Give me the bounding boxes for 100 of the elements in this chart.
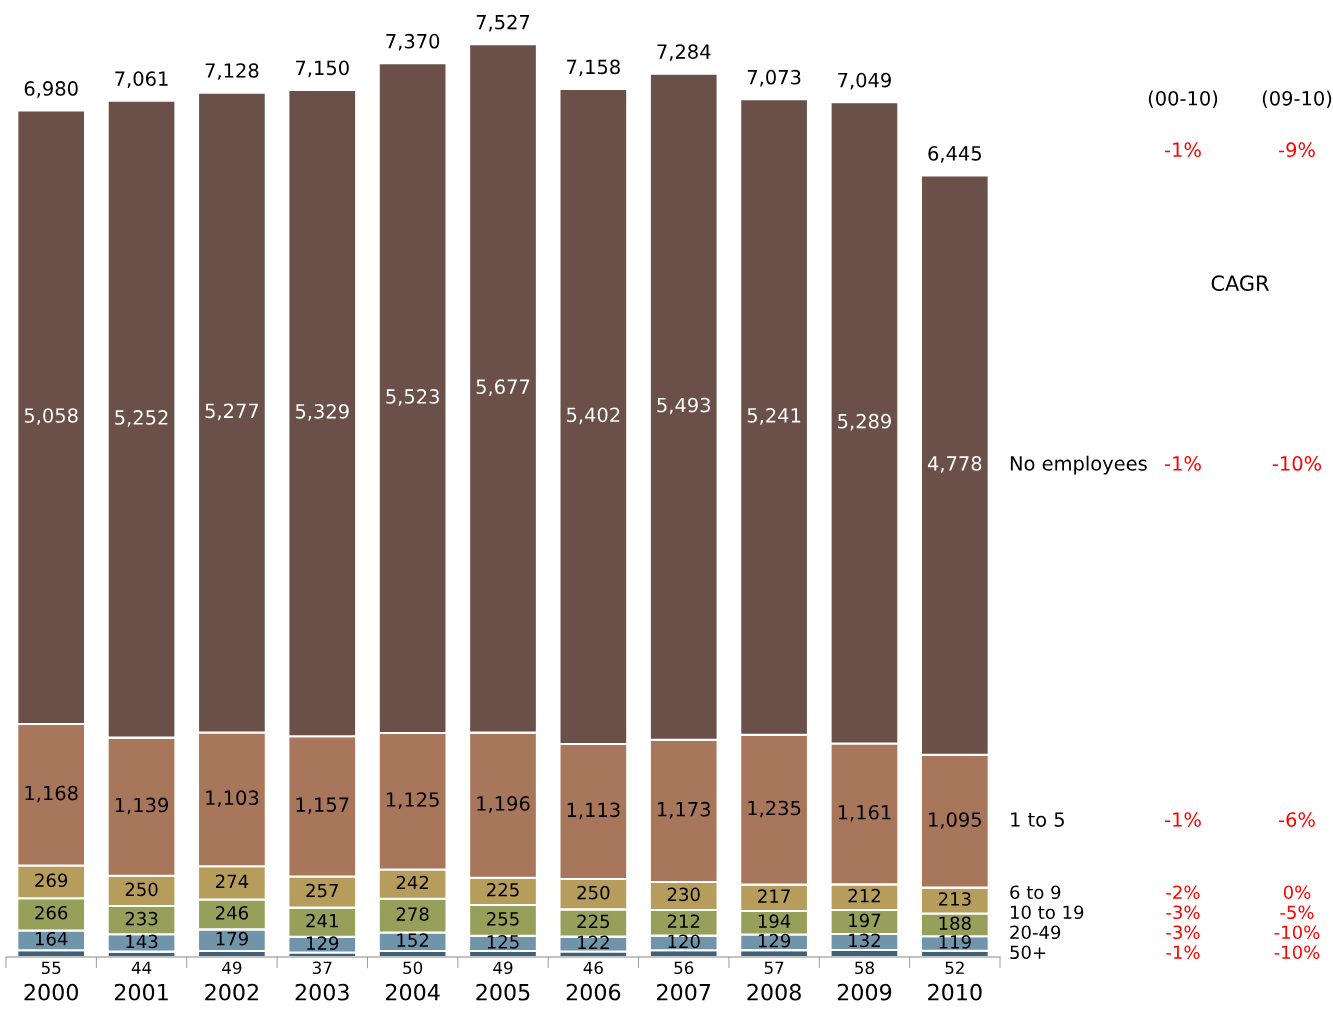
data-label: 5,058 [24,408,78,425]
x-tick-label: 2002 [205,983,258,1001]
data-label: 241 [306,913,338,928]
data-label: 1,161 [838,804,891,822]
x-tick-label: 2003 [295,983,349,1001]
data-label: 49 [222,961,242,975]
text: -10% [1274,945,1320,960]
data-label: 278 [396,907,429,921]
data-label: 1,196 [477,796,530,813]
data-label: 1,113 [567,802,620,820]
data-label: 274 [216,874,249,888]
total-label: 7,284 [657,44,711,61]
data-label: 225 [487,882,519,897]
data-label: 1,235 [748,800,801,818]
data-label: 1,095 [929,812,981,829]
data-label: 179 [216,931,248,946]
series-label: No employees [1010,455,1147,475]
data-label: 57 [764,961,784,975]
data-label: 242 [396,875,429,890]
data-label: 1,168 [25,785,78,803]
data-label: 212 [848,888,880,903]
total-label: 6,445 [928,145,981,163]
x-tick-label: 2006 [566,983,621,1001]
data-label: 5,677 [476,379,530,397]
data-label: 269 [35,873,68,888]
series-label: 1 to 5 [1011,812,1064,827]
data-label: 5,241 [747,407,801,425]
data-label: 266 [35,905,68,920]
x-tick-label: 2000 [24,983,78,1001]
data-label: 1,157 [296,797,349,814]
data-label: 52 [945,961,964,975]
text: CAGR [1211,275,1269,292]
data-label: 119 [939,935,971,949]
data-label: 246 [216,906,248,920]
data-label: 58 [855,961,874,975]
data-label: 233 [125,911,158,926]
text: -10% [1274,925,1320,940]
text: (00-10) [1148,90,1218,108]
series-label: 20-49 [1010,925,1061,940]
data-label: 56 [674,961,694,975]
series-label: 10 to 19 [1010,905,1084,920]
data-label: 1,125 [386,792,439,809]
text: 0% [1283,885,1311,900]
data-label: 5,402 [567,407,620,425]
text: -9% [1279,142,1315,158]
data-label: 5,289 [838,413,891,431]
data-label: 120 [668,934,700,949]
total-label: 7,061 [115,71,168,88]
data-label: 49 [493,961,513,975]
data-label: 5,277 [205,403,259,421]
data-label: 129 [307,936,339,950]
x-tick-label: 2001 [114,983,168,1001]
data-label: 217 [758,889,790,903]
text: (09-10) [1262,90,1332,108]
text: -3% [1166,925,1200,940]
text: -10% [1272,456,1322,471]
data-label: 44 [131,961,152,974]
data-label: 5,252 [115,410,168,427]
data-label: 250 [577,885,610,900]
total-label: 7,150 [296,60,349,78]
x-tick-label: 2008 [747,983,801,1001]
text: -1% [1165,812,1201,827]
x-tick-label: 2010 [928,983,982,1001]
data-label: 143 [126,934,158,949]
data-label: 194 [758,914,791,928]
data-label: 5,329 [295,403,349,421]
series-label: 50+ [1010,945,1046,960]
data-label: 164 [35,931,68,946]
data-label: 37 [312,961,332,975]
data-label: 55 [41,961,61,975]
data-label: 132 [849,933,880,948]
total-label: 7,049 [838,72,891,90]
text: -2% [1166,885,1200,900]
x-tick-label: 2005 [476,983,530,1001]
total-label: 7,073 [747,69,801,87]
data-label: 212 [667,914,700,928]
data-label: 50 [403,961,423,975]
text: -3% [1166,905,1200,920]
text: -1% [1165,142,1201,158]
data-label: 188 [939,916,971,931]
data-label: 4,778 [927,456,982,473]
x-tick-label: 2007 [657,983,711,1001]
data-label: 225 [577,914,610,929]
data-label: 230 [667,887,700,902]
data-label: 250 [125,882,158,897]
total-label: 6,980 [24,81,78,98]
text: -6% [1279,812,1315,827]
text: -1% [1166,945,1200,960]
data-label: 1,139 [115,797,169,815]
total-label: 7,370 [386,33,440,51]
data-label: 5,493 [657,397,710,415]
data-label: 1,103 [206,790,259,808]
data-label: 197 [849,913,881,928]
x-tick-label: 2009 [837,983,892,1001]
data-label: 122 [578,935,609,950]
x-tick-label: 2004 [385,983,440,1001]
data-label: 213 [938,892,971,906]
data-label: 257 [306,883,338,898]
text: -5% [1280,905,1314,920]
data-label: 1,173 [658,801,710,819]
